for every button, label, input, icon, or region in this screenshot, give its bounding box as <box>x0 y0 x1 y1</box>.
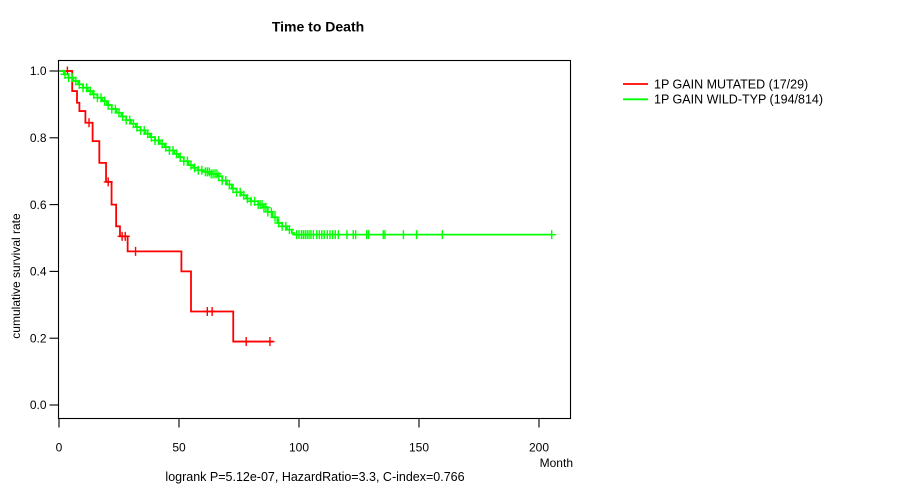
series-layer <box>59 66 557 347</box>
censor-marks <box>62 66 275 347</box>
x-tick-label: 100 <box>289 441 309 455</box>
y-tick-label: 0.6 <box>30 198 47 212</box>
x-axis-ticks: 0 50 100 150 200 <box>56 418 549 455</box>
y-tick-label: 0.8 <box>30 131 47 145</box>
censor-marks <box>60 69 557 240</box>
y-tick-label: 0.2 <box>30 331 47 345</box>
y-tick-label: 0.4 <box>30 265 47 279</box>
y-axis-label: cumulative survival rate <box>9 213 23 339</box>
y-tick-label: 0.0 <box>30 398 47 412</box>
legend: 1P GAIN MUTATED (17/29) 1P GAIN WILD-TYP… <box>623 77 823 107</box>
chart-title: Time to Death <box>272 19 364 35</box>
survival-step-curve <box>59 70 552 236</box>
survival-step-curve <box>59 70 274 343</box>
y-axis-ticks: 0.0 0.2 0.4 0.6 0.8 1.0 <box>30 64 59 412</box>
plot-box <box>57 59 572 420</box>
x-tick-label: 50 <box>172 441 186 455</box>
legend-label-mutated: 1P GAIN MUTATED (17/29) <box>654 77 808 91</box>
x-tick-label: 0 <box>56 441 63 455</box>
series-wildtype <box>59 69 557 240</box>
x-tick-label: 200 <box>529 441 549 455</box>
x-axis-label: Month <box>540 456 573 470</box>
series-mutated <box>59 66 275 347</box>
y-tick-label: 1.0 <box>30 64 47 78</box>
legend-label-wildtype: 1P GAIN WILD-TYP (194/814) <box>654 93 823 107</box>
stats-footer: logrank P=5.12e-07, HazardRatio=3.3, C-i… <box>165 470 464 484</box>
x-tick-label: 150 <box>409 441 429 455</box>
